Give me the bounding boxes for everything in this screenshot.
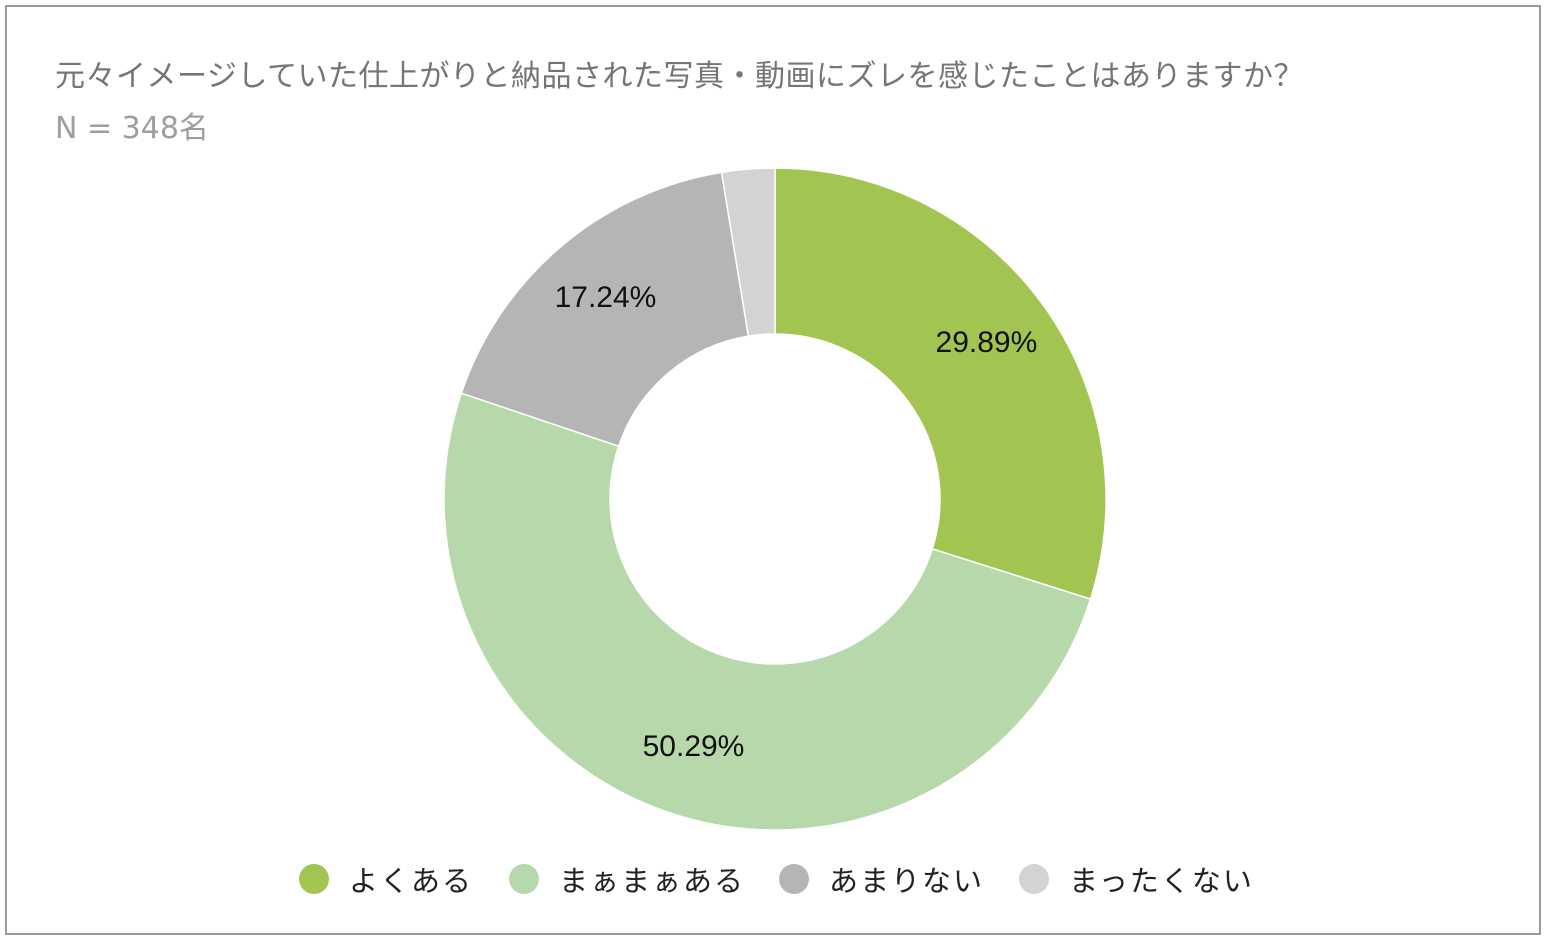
donut-chart: 29.89% 50.29% 17.24% (443, 167, 1107, 831)
pie-slice-4 (720, 167, 776, 338)
legend-item: あまりない (779, 857, 984, 901)
pie-slice-1 (774, 167, 1107, 601)
pie-slice-2 (443, 392, 1092, 831)
legend-item: まったくない (1019, 857, 1254, 901)
legend-item: よくある (299, 857, 473, 901)
legend-item: まぁまぁある (509, 857, 745, 901)
chart-title: 元々イメージしていた仕上がりと納品された写真・動画にズレを感じたことはありますか… (55, 59, 1304, 94)
legend-swatch (299, 864, 329, 894)
legend-label: あまりない (829, 864, 985, 898)
legend-swatch (509, 864, 539, 894)
legend-swatch (779, 864, 809, 894)
chart-frame: 元々イメージしていた仕上がりと納品された写真・動画にズレを感じたことはありますか… (5, 5, 1541, 935)
legend-swatch (1019, 864, 1049, 894)
legend-label: まぁまぁある (559, 864, 746, 898)
slice-data-label: 29.89% (936, 326, 1038, 359)
pie-slice-3 (460, 171, 750, 448)
slice-data-label: 17.24% (555, 281, 657, 314)
legend-label: まったくない (1069, 864, 1254, 898)
legend-label: よくある (349, 864, 474, 898)
chart-legend: よくある まぁまぁある あまりない まったくない (7, 857, 1543, 901)
chart-subtitle: N = 348名 (55, 111, 209, 146)
slice-data-label: 50.29% (643, 730, 745, 763)
